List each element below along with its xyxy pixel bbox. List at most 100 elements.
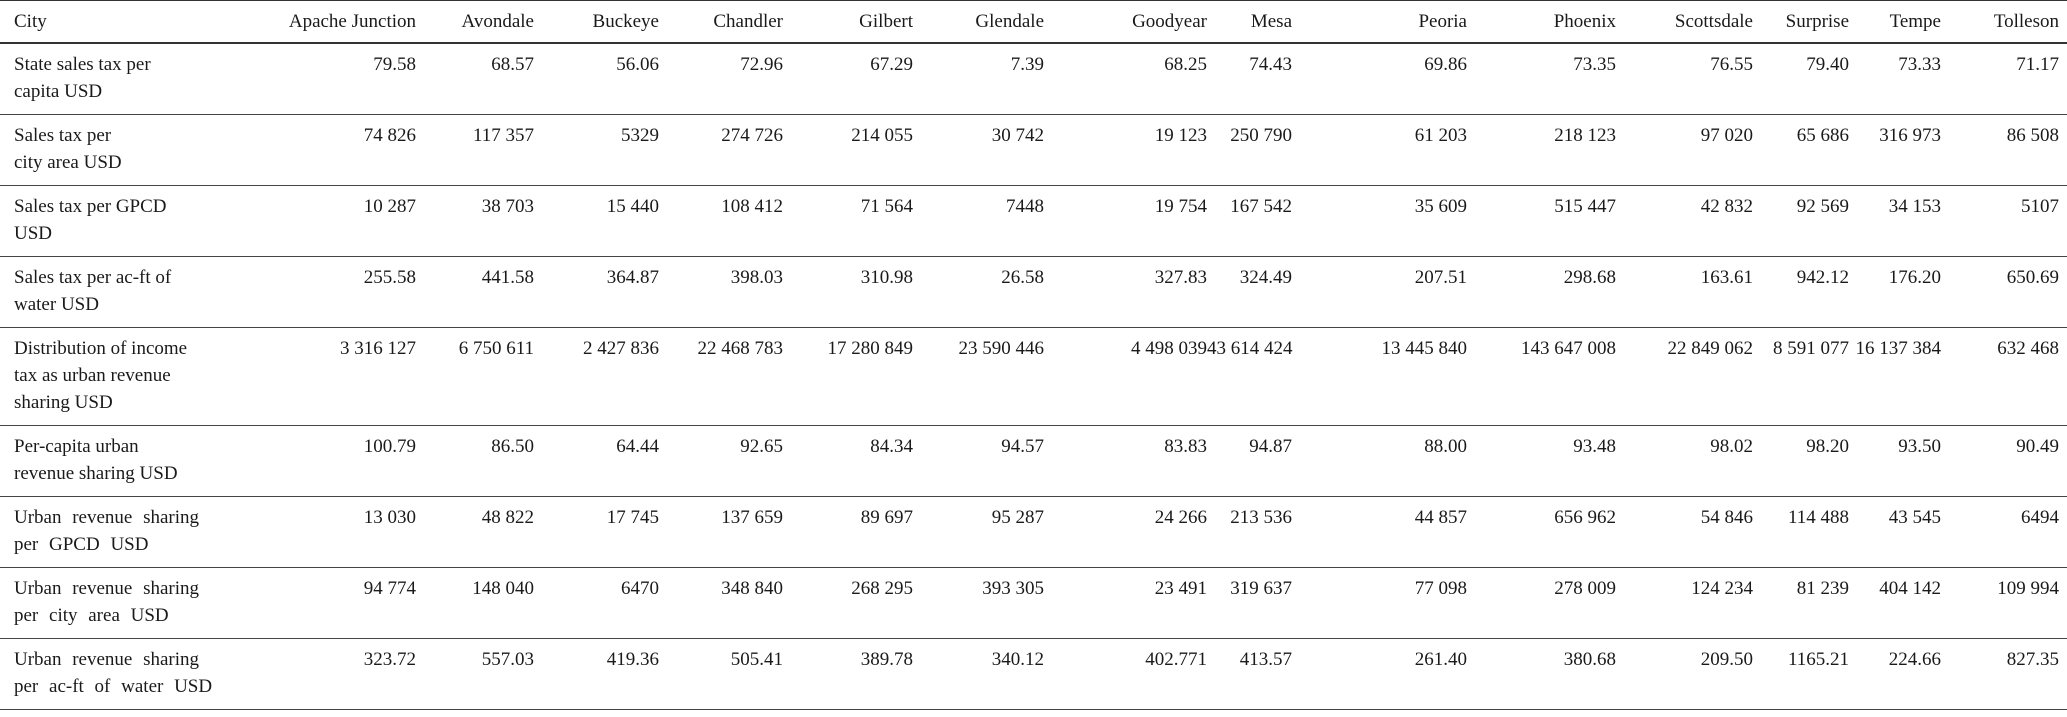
table-cell: 278 009 [1467, 567, 1616, 639]
table-cell: 7.39 [913, 42, 1044, 115]
table-cell: 79.58 [262, 42, 416, 115]
table-cell: 94 774 [262, 567, 416, 639]
table-cell: 207.51 [1292, 256, 1467, 328]
table-cell: 348 840 [659, 567, 783, 639]
header-city: Mesa [1207, 0, 1292, 44]
table-cell: 380.68 [1467, 638, 1616, 710]
table-cell: 176.20 [1849, 256, 1941, 328]
table-cell: 5329 [534, 114, 659, 186]
table-cell: 5107 [1941, 185, 2067, 257]
table-cell: 19 754 [1044, 185, 1207, 257]
table-cell: 3 316 127 [262, 327, 416, 426]
table-cell: 67.29 [783, 42, 913, 115]
table-cell: 74 826 [262, 114, 416, 186]
table-cell: 632 468 [1941, 327, 2067, 426]
table-cell: 404 142 [1849, 567, 1941, 639]
table-cell: 298.68 [1467, 256, 1616, 328]
table-cell: 13 445 840 [1292, 327, 1467, 426]
table-cell: 54 846 [1616, 496, 1753, 568]
header-city: Glendale [913, 0, 1044, 44]
table-cell: 364.87 [534, 256, 659, 328]
table-cell: 88.00 [1292, 425, 1467, 497]
table-cell: 656 962 [1467, 496, 1616, 568]
table-cell: 827.35 [1941, 638, 2067, 710]
table-cell: 268 295 [783, 567, 913, 639]
table-row: Sales tax per GPCD USD 10 287 38 703 15 440… [0, 185, 2067, 257]
table-cell: 389.78 [783, 638, 913, 710]
table-cell: 6 750 611 [416, 327, 534, 426]
table-row: State sales tax per capita USD 79.58 68.57… [0, 42, 2067, 115]
table-cell: 56.06 [534, 42, 659, 115]
table-cell: 16 137 384 [1849, 327, 1941, 426]
table-cell: 74.43 [1207, 42, 1292, 115]
table-row: Sales tax per ac-ft of water USD 255.58 44… [0, 256, 2067, 328]
table-cell: 6470 [534, 567, 659, 639]
table-cell: 44 857 [1292, 496, 1467, 568]
row-label: Urban revenue sharing per city area USD [0, 567, 262, 639]
table-cell: 48 822 [416, 496, 534, 568]
table-cell: 393 305 [913, 567, 1044, 639]
table-cell: 137 659 [659, 496, 783, 568]
table-cell: 148 040 [416, 567, 534, 639]
header-city-label: City [0, 0, 262, 44]
table-cell: 100.79 [262, 425, 416, 497]
row-label: Per-capita urban revenue sharing USD [0, 425, 262, 497]
table-cell: 95 287 [913, 496, 1044, 568]
table-cell: 34 153 [1849, 185, 1941, 257]
row-label: Urban revenue sharing per ac-ft of water… [0, 638, 262, 710]
table-cell: 93.48 [1467, 425, 1616, 497]
table-row: Distribution of income tax as urban reve… [0, 327, 2067, 426]
table-cell: 402.771 [1044, 638, 1207, 710]
table-cell: 163.61 [1616, 256, 1753, 328]
table-cell: 92 569 [1753, 185, 1849, 257]
header-city: Peoria [1292, 0, 1467, 44]
table-cell: 209.50 [1616, 638, 1753, 710]
table-cell: 94.57 [913, 425, 1044, 497]
row-label: Sales tax per GPCD USD [0, 185, 262, 257]
table-cell: 250 790 [1207, 114, 1292, 186]
table-cell: 86.50 [416, 425, 534, 497]
table-cell: 261.40 [1292, 638, 1467, 710]
table-cell: 8 591 077 [1753, 327, 1849, 426]
table-cell: 7448 [913, 185, 1044, 257]
table-cell: 274 726 [659, 114, 783, 186]
table-cell: 650.69 [1941, 256, 2067, 328]
table-cell: 942.12 [1753, 256, 1849, 328]
table-cell: 213 536 [1207, 496, 1292, 568]
header-city: Chandler [659, 0, 783, 44]
table-cell: 557.03 [416, 638, 534, 710]
table-cell: 515 447 [1467, 185, 1616, 257]
header-city: Scottsdale [1616, 0, 1753, 44]
table-cell: 71 564 [783, 185, 913, 257]
row-label: Urban revenue sharing per GPCD USD [0, 496, 262, 568]
table-cell: 108 412 [659, 185, 783, 257]
table-cell: 17 745 [534, 496, 659, 568]
table-row: Urban revenue sharing per city area USD 9… [0, 567, 2067, 639]
table-cell: 89 697 [783, 496, 913, 568]
table-cell: 26.58 [913, 256, 1044, 328]
table-cell: 167 542 [1207, 185, 1292, 257]
table-cell: 218 123 [1467, 114, 1616, 186]
table-cell: 340.12 [913, 638, 1044, 710]
row-label: Sales tax per city area USD [0, 114, 262, 186]
table-cell: 68.25 [1044, 42, 1207, 115]
table-cell: 505.41 [659, 638, 783, 710]
table-cell: 22 468 783 [659, 327, 783, 426]
header-city: Apache Junction [262, 0, 416, 44]
table-cell: 23 491 [1044, 567, 1207, 639]
table-row: Urban revenue sharing per ac-ft of water… [0, 638, 2067, 710]
table-cell: 68.57 [416, 42, 534, 115]
table-cell: 71.17 [1941, 42, 2067, 115]
table-cell: 97 020 [1616, 114, 1753, 186]
table-cell: 15 440 [534, 185, 659, 257]
row-label: State sales tax per capita USD [0, 42, 262, 115]
table-cell: 441.58 [416, 256, 534, 328]
table-cell: 73.35 [1467, 42, 1616, 115]
table-cell: 143 647 008 [1467, 327, 1616, 426]
table-cell: 83.83 [1044, 425, 1207, 497]
table-cell: 4 498 039 [1044, 327, 1207, 426]
table-cell: 124 234 [1616, 567, 1753, 639]
table-cell: 90.49 [1941, 425, 2067, 497]
table-cell: 1165.21 [1753, 638, 1849, 710]
